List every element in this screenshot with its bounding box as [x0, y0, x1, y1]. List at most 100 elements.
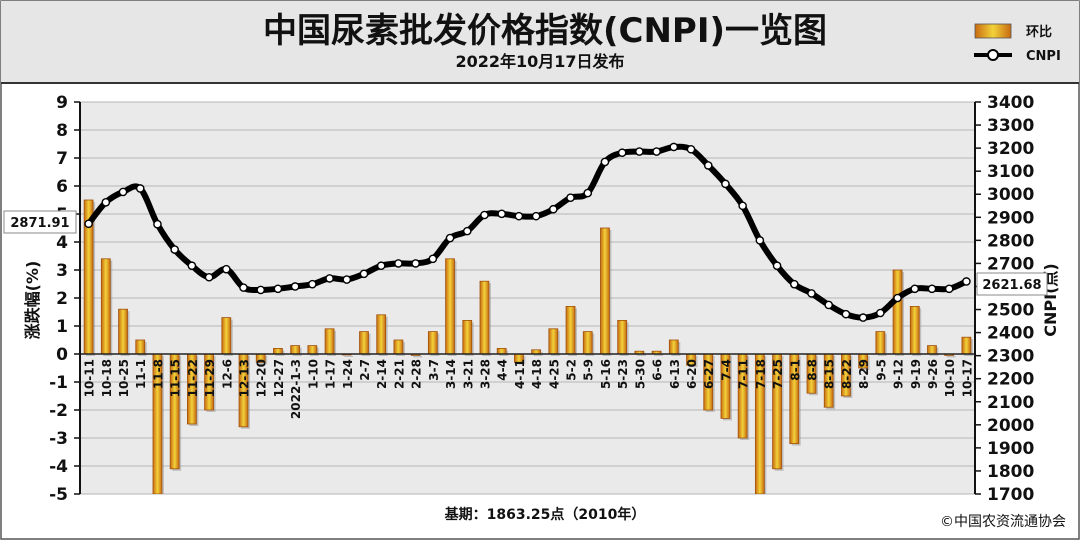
cnpi-point: [256, 285, 266, 295]
cnpi-point: [635, 147, 644, 156]
bar: [100, 258, 111, 355]
x-tick-label: 12-6: [220, 359, 234, 389]
cnpi-point: [652, 147, 661, 156]
right-tick-label: 2500: [987, 301, 1034, 321]
last-value-label: 2621.68: [982, 278, 1041, 293]
bar: [462, 319, 473, 355]
cnpi-point: [135, 184, 145, 193]
left-axis-label: 涨跌幅(%): [23, 261, 42, 340]
last-value-callout: 2621.68: [976, 272, 1048, 296]
cnpi-point: [359, 269, 369, 279]
header-band: [1, 1, 1079, 83]
x-tick-label: 4-25: [547, 359, 561, 389]
legend-line-marker: [987, 49, 999, 61]
bar-shadow: [946, 356, 956, 358]
right-tick-label: 2400: [987, 324, 1034, 344]
x-tick-label: 5-30: [633, 359, 647, 389]
x-tick-label: 10-18: [100, 359, 114, 397]
cnpi-point: [445, 233, 455, 243]
x-tick-label: 5-2: [565, 359, 579, 381]
x-tick-label: 10-10: [943, 359, 957, 397]
x-tick-label: 9-12: [892, 359, 906, 389]
x-tick-label: 7-18: [754, 359, 768, 389]
cnpi-point: [308, 279, 317, 289]
bar: [927, 345, 937, 355]
x-tick-label: 7-11: [737, 359, 751, 389]
right-tick-label: 1800: [987, 462, 1034, 482]
x-tick-label: 2-21: [392, 359, 406, 389]
cnpi-point: [721, 179, 730, 189]
cnpi-point: [807, 289, 816, 298]
cnpi-point: [772, 261, 782, 271]
x-tick-label: 9-19: [909, 359, 923, 389]
cnpi-point: [290, 282, 300, 291]
cnpi-point: [893, 293, 902, 303]
bar: [909, 305, 920, 355]
legend-label-bar: 环比: [1026, 24, 1052, 40]
cnpi-point: [927, 284, 937, 294]
bar: [307, 345, 318, 355]
right-tick-label: 2200: [987, 370, 1034, 390]
right-tick-label: 3100: [987, 162, 1034, 182]
x-tick-label: 8-29: [857, 359, 871, 389]
x-tick-label: 10-17: [960, 359, 974, 397]
base-period-note: 基期：1863.25点（2010年）: [445, 506, 646, 523]
cnpi-point: [84, 219, 93, 229]
cnpi-point: [962, 277, 971, 286]
right-tick-label: 1900: [987, 439, 1034, 459]
bar: [668, 339, 679, 355]
cnpi-point: [789, 279, 799, 289]
cnpi-point: [170, 245, 179, 254]
cnpi-point: [738, 201, 747, 211]
cnpi-point: [462, 226, 472, 236]
cnpi-point: [239, 283, 248, 292]
bar: [892, 269, 903, 355]
bar: [548, 328, 559, 355]
cnpi-point: [755, 236, 765, 245]
right-tick-label: 2300: [987, 347, 1034, 367]
bar: [118, 308, 128, 355]
cnpi-point: [394, 259, 403, 268]
x-tick-label: 6-20: [685, 359, 699, 389]
cnpi-point: [118, 187, 128, 197]
cnpi-point: [101, 198, 111, 207]
cnpi-point: [204, 272, 214, 282]
bar: [961, 336, 972, 355]
cnpi-point: [824, 300, 834, 310]
cnpi-line: [86, 143, 968, 321]
left-tick-label: 8: [56, 121, 68, 141]
x-tick-label: 7-25: [771, 359, 785, 389]
bar: [617, 319, 628, 355]
x-tick-label: 1-10: [306, 359, 320, 389]
bar: [496, 347, 507, 355]
right-tick-label: 2900: [987, 208, 1034, 228]
left-tick-label: 2: [56, 289, 68, 309]
left-tick-label: 7: [56, 149, 68, 169]
x-tick-label: 6-13: [668, 359, 682, 389]
x-tick-label: 7-4: [719, 359, 733, 381]
x-tick-label: 8-15: [823, 359, 837, 389]
x-tick-label: 12-27: [272, 359, 286, 397]
bar: [875, 331, 886, 355]
x-tick-label: 8-8: [805, 359, 819, 381]
bar: [273, 347, 283, 355]
x-tick-label: 5-16: [599, 359, 613, 389]
x-tick-label: 12-13: [238, 359, 252, 397]
x-tick-label: 4-18: [530, 359, 544, 389]
x-tick-label: 2-7: [358, 359, 372, 381]
x-tick-label: 1-17: [324, 359, 338, 389]
x-tick-label: 1-24: [341, 359, 355, 389]
x-tick-label: 6-27: [702, 359, 716, 389]
bar: [376, 314, 387, 355]
x-tick-label: 2-14: [375, 359, 389, 389]
x-tick-label: 12-20: [255, 359, 269, 397]
right-tick-label: 3400: [987, 93, 1034, 113]
left-tick-label: -4: [49, 457, 68, 477]
cnpi-point: [497, 209, 506, 219]
x-tick-label: 8-1: [788, 359, 802, 381]
x-tick-label: 5-9: [582, 359, 596, 381]
bar: [221, 317, 232, 355]
left-tick-label: 3: [56, 261, 68, 281]
